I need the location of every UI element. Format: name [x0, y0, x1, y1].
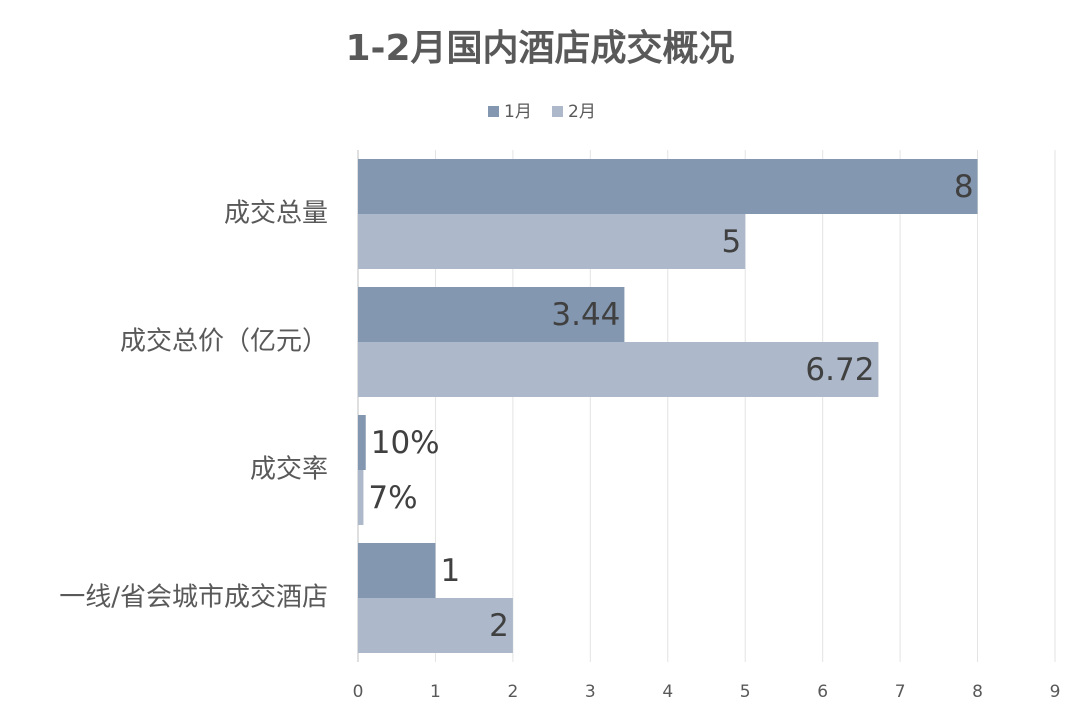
x-tick-label: 2	[507, 682, 518, 702]
data-label: 7%	[368, 480, 417, 516]
data-label: 8	[954, 169, 974, 205]
data-label: 2	[489, 608, 509, 644]
bar	[358, 470, 364, 525]
y-tick-label: 成交总价（亿元）	[120, 327, 328, 357]
bar	[358, 214, 746, 269]
data-label: 10%	[371, 425, 440, 461]
data-label: 6.72	[805, 352, 874, 388]
y-tick-label: 成交率	[250, 455, 328, 485]
y-tick-label: 成交总量	[224, 199, 328, 229]
bar	[358, 543, 436, 598]
data-label: 1	[440, 553, 460, 589]
bar	[358, 342, 879, 397]
x-tick-label: 6	[817, 682, 828, 702]
legend-swatch	[552, 106, 563, 117]
x-tick-label: 7	[895, 682, 906, 702]
y-tick-label: 一线/省会城市成交酒店	[59, 583, 328, 613]
x-tick-label: 5	[740, 682, 751, 702]
x-tick-label: 4	[662, 682, 673, 702]
x-tick-label: 1	[430, 682, 441, 702]
bar	[358, 287, 625, 342]
bar	[358, 598, 513, 653]
data-label: 5	[721, 224, 741, 260]
data-label: 3.44	[551, 297, 620, 333]
x-tick-label: 8	[972, 682, 983, 702]
bar	[358, 159, 978, 214]
bar	[358, 415, 366, 470]
chart-title: 1-2月国内酒店成交概况	[345, 27, 734, 69]
x-tick-label: 0	[353, 682, 364, 702]
legend-label: 1月	[504, 102, 532, 122]
x-tick-label: 3	[585, 682, 596, 702]
legend-swatch	[488, 106, 499, 117]
x-tick-label: 9	[1050, 682, 1061, 702]
legend-label: 2月	[568, 102, 596, 122]
